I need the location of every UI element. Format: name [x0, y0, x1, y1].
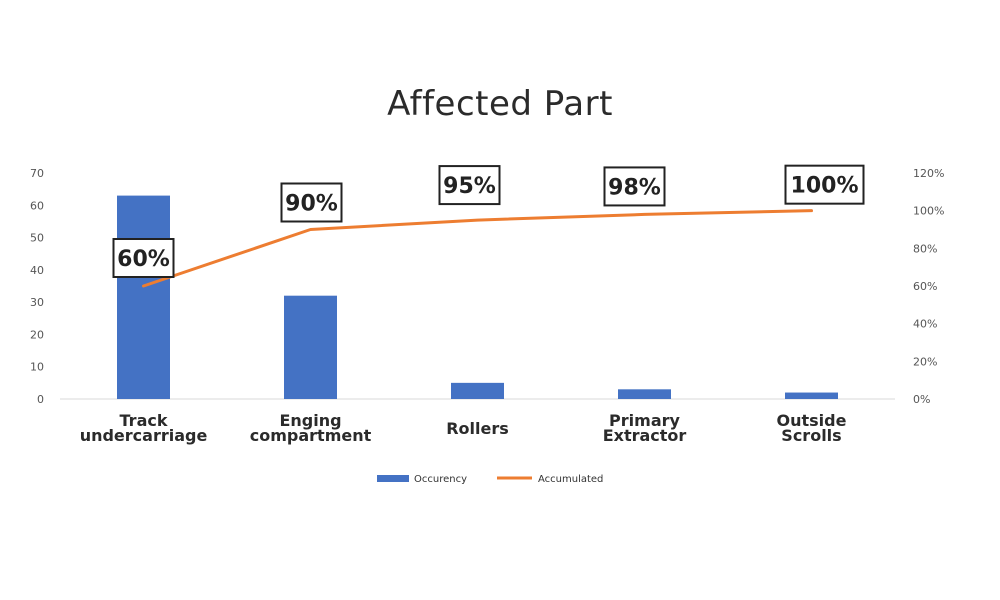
- y-left-tick-label: 40: [30, 264, 44, 277]
- data-label-box: [280, 182, 343, 223]
- data-label-box: [784, 164, 865, 205]
- data-label-box: [438, 165, 501, 206]
- x-category-label: compartment: [250, 426, 372, 445]
- y-right-tick-label: 60%: [913, 280, 937, 293]
- y-left-tick-label: 70: [30, 167, 44, 180]
- bar: [618, 389, 671, 399]
- chart-title: Affected Part: [387, 84, 613, 124]
- y-left-tick-label: 50: [30, 232, 44, 245]
- data-label-box: [112, 238, 175, 278]
- accumulated-line: [142, 209, 813, 288]
- y-right-tick-label: 120%: [913, 167, 944, 180]
- y-right-tick-label: 40%: [913, 318, 937, 331]
- y-left-tick-label: 20: [30, 328, 44, 341]
- x-category-label: Primary: [609, 411, 680, 430]
- legend-occurency-swatch: [377, 475, 409, 482]
- data-label: 98%: [608, 175, 661, 200]
- y-left-tick-label: 10: [30, 361, 44, 374]
- y-right-tick-label: 20%: [913, 355, 937, 368]
- x-category-label: Extractor: [603, 426, 687, 445]
- legend-occurency-label: Occurency: [414, 474, 467, 485]
- y-right-tick-label: 100%: [913, 205, 944, 218]
- y-right-tick-label: 80%: [913, 242, 937, 255]
- data-label: 100%: [791, 174, 859, 199]
- data-label-box: [603, 166, 666, 207]
- data-label: 95%: [443, 174, 496, 199]
- x-category-label: Enging: [279, 411, 341, 430]
- x-category-label: Rollers: [446, 419, 509, 438]
- data-label: 90%: [285, 192, 338, 217]
- x-category-label: Track: [120, 411, 168, 430]
- bar: [785, 392, 838, 399]
- data-label: 60%: [117, 247, 170, 272]
- bar: [117, 195, 170, 399]
- x-category-label: undercarriage: [80, 426, 208, 445]
- legend-accumulated-label: Accumulated: [538, 474, 603, 485]
- y-left-tick-label: 0: [37, 393, 44, 406]
- x-category-label: Outside: [777, 411, 847, 430]
- bar: [451, 382, 504, 399]
- y-right-tick-label: 0%: [913, 393, 930, 406]
- y-left-tick-label: 60: [30, 199, 44, 212]
- x-category-label: Scrolls: [781, 426, 841, 445]
- bar: [284, 295, 337, 399]
- y-left-tick-label: 30: [30, 296, 44, 309]
